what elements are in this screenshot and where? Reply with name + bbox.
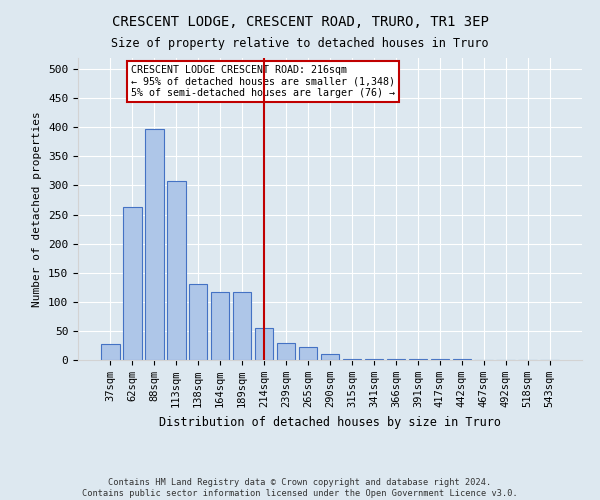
Bar xyxy=(145,129,164,360)
Bar xyxy=(277,342,295,360)
Bar xyxy=(123,207,142,360)
Bar xyxy=(233,292,251,360)
Text: CRESCENT LODGE CRESCENT ROAD: 216sqm
← 95% of detached houses are smaller (1,348: CRESCENT LODGE CRESCENT ROAD: 216sqm ← 9… xyxy=(131,65,395,98)
Bar xyxy=(320,354,340,360)
Bar xyxy=(299,347,317,360)
Bar xyxy=(101,344,119,360)
Text: Size of property relative to detached houses in Truro: Size of property relative to detached ho… xyxy=(111,38,489,51)
Bar xyxy=(255,328,274,360)
Bar xyxy=(343,359,361,360)
Bar xyxy=(211,292,229,360)
X-axis label: Distribution of detached houses by size in Truro: Distribution of detached houses by size … xyxy=(159,416,501,428)
Text: CRESCENT LODGE, CRESCENT ROAD, TRURO, TR1 3EP: CRESCENT LODGE, CRESCENT ROAD, TRURO, TR… xyxy=(112,15,488,29)
Y-axis label: Number of detached properties: Number of detached properties xyxy=(32,111,43,306)
Bar xyxy=(167,182,185,360)
Text: Contains HM Land Registry data © Crown copyright and database right 2024.
Contai: Contains HM Land Registry data © Crown c… xyxy=(82,478,518,498)
Bar xyxy=(189,284,208,360)
